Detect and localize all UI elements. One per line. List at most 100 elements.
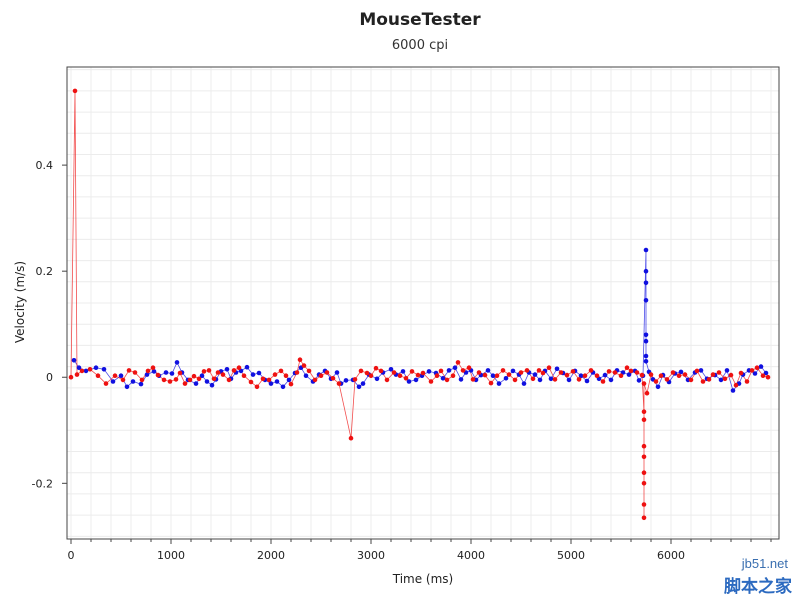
series-2-point xyxy=(68,374,74,380)
series-1-point xyxy=(510,368,516,374)
series-1-point xyxy=(548,376,554,382)
series-1-point xyxy=(643,247,649,253)
y-axis-tick-labels: -0.2 0 0.2 0.4 xyxy=(32,159,53,490)
series-2-point xyxy=(415,372,421,378)
series-1-point xyxy=(118,373,124,379)
series-2-point xyxy=(570,369,576,374)
series-1-point xyxy=(76,365,82,371)
x-tick-label: 5000 xyxy=(557,549,585,562)
series-1-point xyxy=(93,365,99,371)
series-2-point xyxy=(641,381,647,386)
series-2-point xyxy=(278,368,284,374)
series-2-point xyxy=(150,365,156,371)
series-2-point xyxy=(754,365,760,371)
grid-lines xyxy=(67,67,779,539)
series-2-point xyxy=(220,372,226,377)
series-2-point xyxy=(120,377,126,383)
series-line-1 xyxy=(73,249,767,392)
series-2-point xyxy=(558,370,564,375)
series-1-point xyxy=(388,367,394,372)
series-1-point xyxy=(193,381,199,386)
series-2-point xyxy=(266,377,272,383)
series-2-point xyxy=(694,368,700,374)
chart-subtitle: 6000 cpi xyxy=(391,38,449,53)
series-2-point xyxy=(710,372,716,377)
series-1-point xyxy=(360,381,366,386)
series-2-point xyxy=(470,377,476,382)
series-2-point xyxy=(641,515,647,521)
series-1-point xyxy=(268,381,274,386)
series-1-point xyxy=(163,370,169,375)
series-2-point xyxy=(391,370,397,375)
series-2-point xyxy=(670,370,676,375)
series-2-point xyxy=(716,370,722,375)
series-1-point xyxy=(643,353,649,359)
x-tick-label: 4000 xyxy=(457,549,485,562)
series-2-point xyxy=(206,368,212,373)
series-1-point xyxy=(636,378,642,383)
series-1-point xyxy=(643,359,649,364)
series-2-point xyxy=(450,373,456,379)
series-2-point xyxy=(236,365,242,371)
series-2-point xyxy=(700,379,706,384)
series-1-point xyxy=(209,382,215,388)
series-2-point xyxy=(378,368,384,374)
series-2-point xyxy=(132,370,138,375)
series-1-point xyxy=(496,381,502,386)
series-2-point xyxy=(500,368,506,373)
series-2-point xyxy=(283,373,289,379)
series-1-point xyxy=(730,388,736,393)
series-2-point xyxy=(576,377,582,382)
series-1-point xyxy=(698,368,704,373)
series-2-point xyxy=(594,373,600,379)
series-2-point xyxy=(438,368,444,374)
series-2-point xyxy=(364,370,370,376)
series-2-point xyxy=(182,381,188,386)
x-tick-label: 2000 xyxy=(257,549,285,562)
series-2-point xyxy=(226,377,232,383)
series-2-point xyxy=(600,379,606,384)
series-2-point xyxy=(606,369,612,374)
series-2-point xyxy=(552,377,558,382)
series-1-point xyxy=(303,373,309,379)
series-1-point xyxy=(400,369,406,374)
series-2-point xyxy=(167,379,173,384)
series-2-point xyxy=(612,370,618,375)
watermark-brand: 脚本之家 xyxy=(724,577,792,597)
series-1-point xyxy=(144,372,150,377)
series-1-point xyxy=(256,370,262,376)
series-1-point xyxy=(655,384,661,390)
series-1-point xyxy=(752,371,758,376)
series-1-point xyxy=(503,376,509,381)
series-2-point xyxy=(641,443,647,449)
series-2-point xyxy=(191,373,197,379)
series-2-point xyxy=(760,373,766,379)
series-points xyxy=(68,88,771,521)
series-2-point xyxy=(564,372,570,378)
series-2-point xyxy=(588,368,594,373)
series-1-point xyxy=(130,379,136,384)
series-2-point xyxy=(352,377,358,382)
series-2-point xyxy=(95,373,101,379)
series-2-point xyxy=(397,373,403,379)
series-1-point xyxy=(374,376,380,382)
series-2-point xyxy=(653,379,659,384)
series-2-point xyxy=(664,377,670,382)
series-1-point xyxy=(490,373,496,379)
series-1-point xyxy=(413,377,419,383)
series-1-point xyxy=(537,377,543,383)
series-1-point xyxy=(110,379,116,384)
series-1-point xyxy=(521,381,527,386)
series-1-point xyxy=(440,376,446,381)
series-1-point xyxy=(452,365,458,371)
series-2-point xyxy=(103,381,109,386)
series-1-point xyxy=(151,369,157,374)
series-2-point xyxy=(330,376,336,381)
series-1-point xyxy=(643,280,649,286)
series-2-point xyxy=(155,372,161,378)
series-2-point xyxy=(368,373,374,379)
y-axis-label: Velocity (m/s) xyxy=(13,261,27,343)
series-2-point xyxy=(466,365,472,371)
series-1-point xyxy=(169,371,175,376)
